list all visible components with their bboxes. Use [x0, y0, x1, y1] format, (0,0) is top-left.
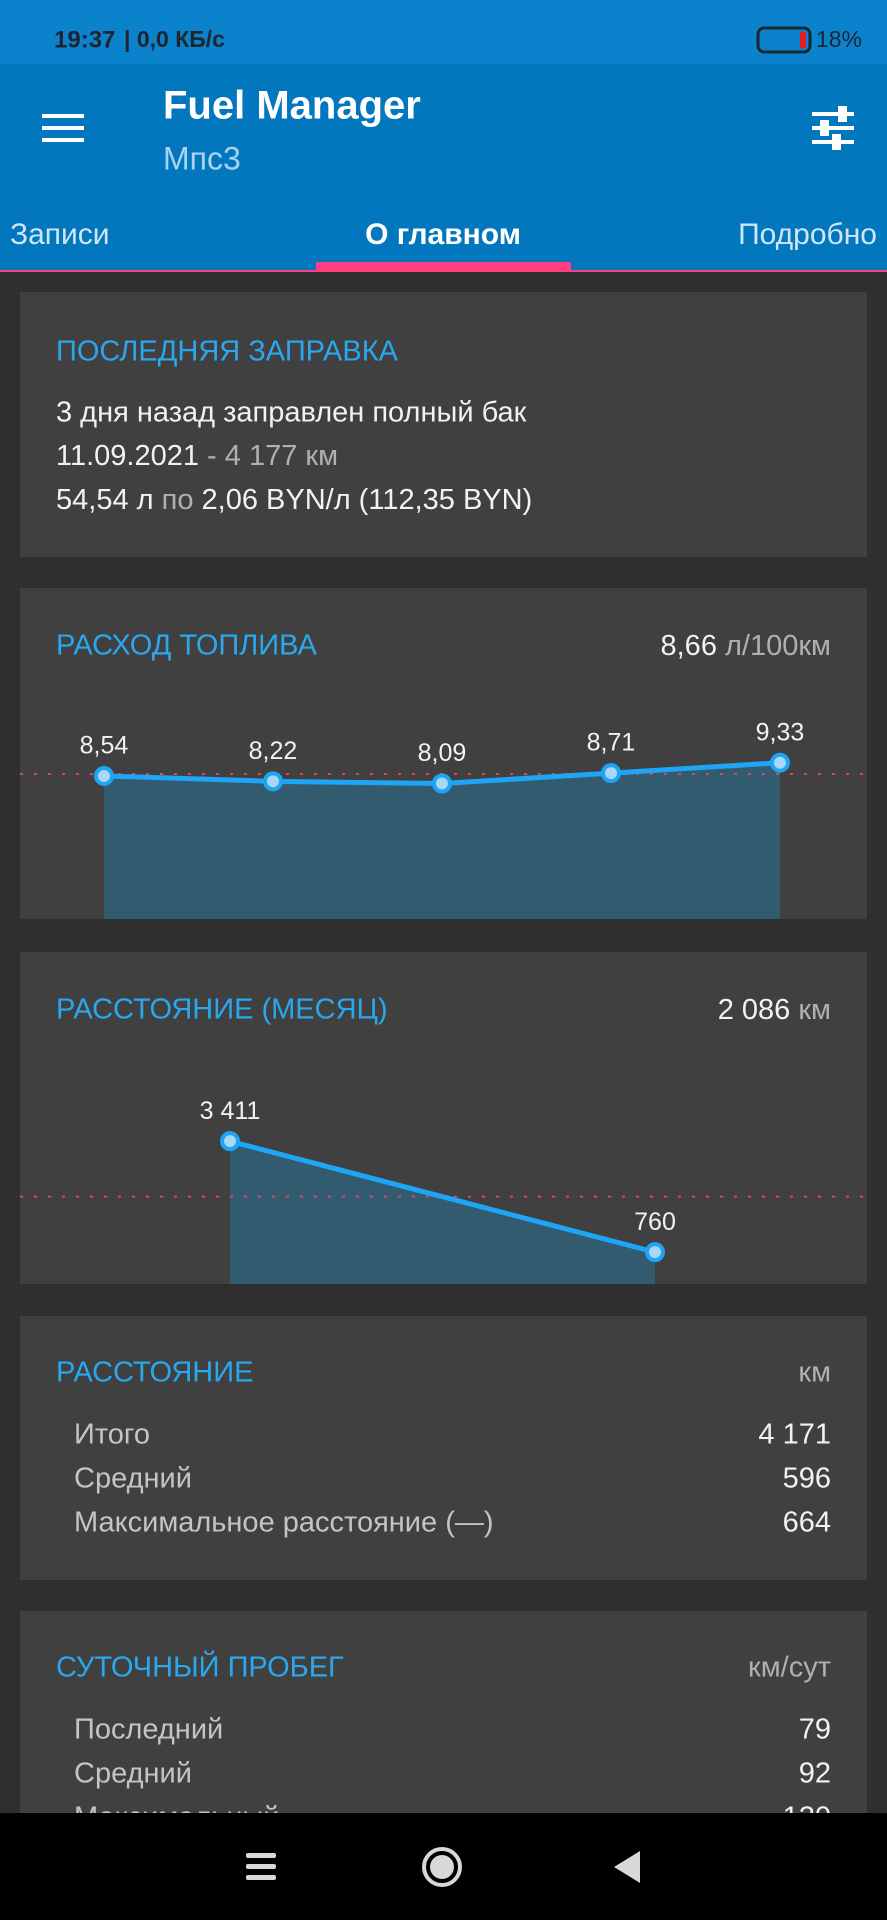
- card-unit: км: [798, 1357, 831, 1389]
- card-heading: ПОСЛЕДНЯЯ ЗАПРАВКА: [56, 336, 399, 368]
- chart-line: [229, 1138, 656, 1255]
- card: [20, 292, 867, 557]
- filter-button[interactable]: [812, 106, 854, 150]
- stat-label: Итого: [74, 1419, 150, 1451]
- value-label: 8,22: [249, 737, 298, 765]
- stat-value: 92: [799, 1758, 831, 1790]
- value-label: 8,71: [587, 729, 636, 757]
- tab-divider: [0, 270, 887, 272]
- average-value: 8,66: [661, 630, 717, 662]
- refuel-text: 3 дня назад заправлен полный бак: [56, 397, 527, 429]
- app-bar: [0, 64, 887, 272]
- card-unit: км/сут: [748, 1652, 831, 1684]
- nav-menu-line: [246, 1864, 276, 1869]
- battery-level: [800, 32, 806, 48]
- refuel-volume-line: 54,54 л по 2,06 BYN/л (112,35 BYN): [56, 484, 532, 516]
- status-bar: [0, 0, 887, 64]
- stat-label: Средний: [74, 1758, 192, 1790]
- card: [20, 1611, 867, 1813]
- card-heading: РАССТОЯНИЕ (МЕСЯЦ): [56, 994, 388, 1026]
- battery-icon: [756, 26, 812, 54]
- card-heading: РАСХОД ТОПЛИВА: [56, 630, 317, 662]
- stat-value: 4 171: [758, 1419, 831, 1451]
- nav-menu-line: [246, 1875, 276, 1880]
- average-unit: км: [790, 994, 831, 1026]
- chart-point: [220, 1131, 240, 1152]
- value-label: 760: [634, 1208, 676, 1236]
- value-label: 8,54: [80, 732, 129, 760]
- stat-label: Средний: [74, 1463, 192, 1495]
- value-label: 3 411: [200, 1097, 261, 1125]
- value-label: 8,09: [418, 739, 467, 767]
- nav-home[interactable]: [422, 1847, 462, 1887]
- stat-label: Максимальное расстояние (—): [74, 1507, 494, 1539]
- chart-point: [432, 773, 452, 794]
- menu-button[interactable]: [42, 114, 84, 142]
- stat-value: 79: [799, 1714, 831, 1746]
- nav-home-ring: [422, 1847, 462, 1887]
- tab[interactable]: Записи: [10, 218, 110, 251]
- filter-knob: [838, 106, 847, 122]
- nav-back[interactable]: [614, 1851, 640, 1883]
- filter-knob: [820, 120, 829, 136]
- stat-value: 664: [783, 1507, 831, 1539]
- nav-menu[interactable]: [246, 1853, 276, 1880]
- stat-value: 596: [783, 1463, 831, 1495]
- chart-point: [263, 771, 283, 792]
- status-network: | 0,0 КБ/с: [124, 26, 225, 52]
- average-value: 2 086: [718, 994, 791, 1026]
- chart-average: 8,66 л/100км: [661, 630, 832, 662]
- refuel-volume: 54,54 л: [56, 484, 154, 516]
- card-heading: РАССТОЯНИЕ: [56, 1357, 253, 1389]
- card: [20, 1316, 867, 1580]
- card-heading: СУТОЧНЫЙ ПРОБЕГ: [56, 1650, 344, 1684]
- chart-point: [601, 763, 621, 784]
- charts: РАСХОД ТОПЛИВА 8,66 л/100км 8,54 8,22 8,09 8,…: [20, 588, 867, 1284]
- tabs: Записи О главном Подробно: [10, 218, 877, 272]
- nav-home-dot: [430, 1855, 454, 1879]
- tab[interactable]: О главном: [365, 218, 521, 251]
- tab[interactable]: Подробно: [738, 218, 877, 251]
- nav-menu-line: [246, 1853, 276, 1858]
- chart-point: [770, 752, 790, 773]
- refuel-by: по: [154, 484, 202, 516]
- chart-point: [645, 1242, 665, 1263]
- refuel-price: 2,06 BYN/л (112,35 BYN): [202, 484, 533, 516]
- average-unit: л/100км: [717, 630, 831, 662]
- chart-area: [104, 762, 780, 919]
- refuel-odometer: - 4 177 км: [199, 440, 338, 472]
- refuel-date-line: 11.09.2021 - 4 177 км: [56, 440, 338, 472]
- chart-area: [230, 1141, 655, 1284]
- filter-knob: [832, 134, 841, 150]
- chart-point: [94, 765, 114, 786]
- status-time: 19:37: [54, 26, 115, 53]
- status-battery: 18%: [816, 26, 862, 52]
- stat-label: Последний: [74, 1714, 223, 1746]
- value-label: 9,33: [756, 718, 805, 746]
- chart-average: 2 086 км: [718, 994, 831, 1026]
- tab-indicator: [316, 262, 571, 272]
- stats: РАССТОЯНИЕ км Итого 4 171 Средний 596 Максимал…: [20, 1316, 867, 1834]
- app-subtitle: Мпс3: [163, 140, 241, 176]
- app-title: Fuel Manager: [163, 84, 421, 128]
- refuel-date: 11.09.2021: [56, 440, 199, 472]
